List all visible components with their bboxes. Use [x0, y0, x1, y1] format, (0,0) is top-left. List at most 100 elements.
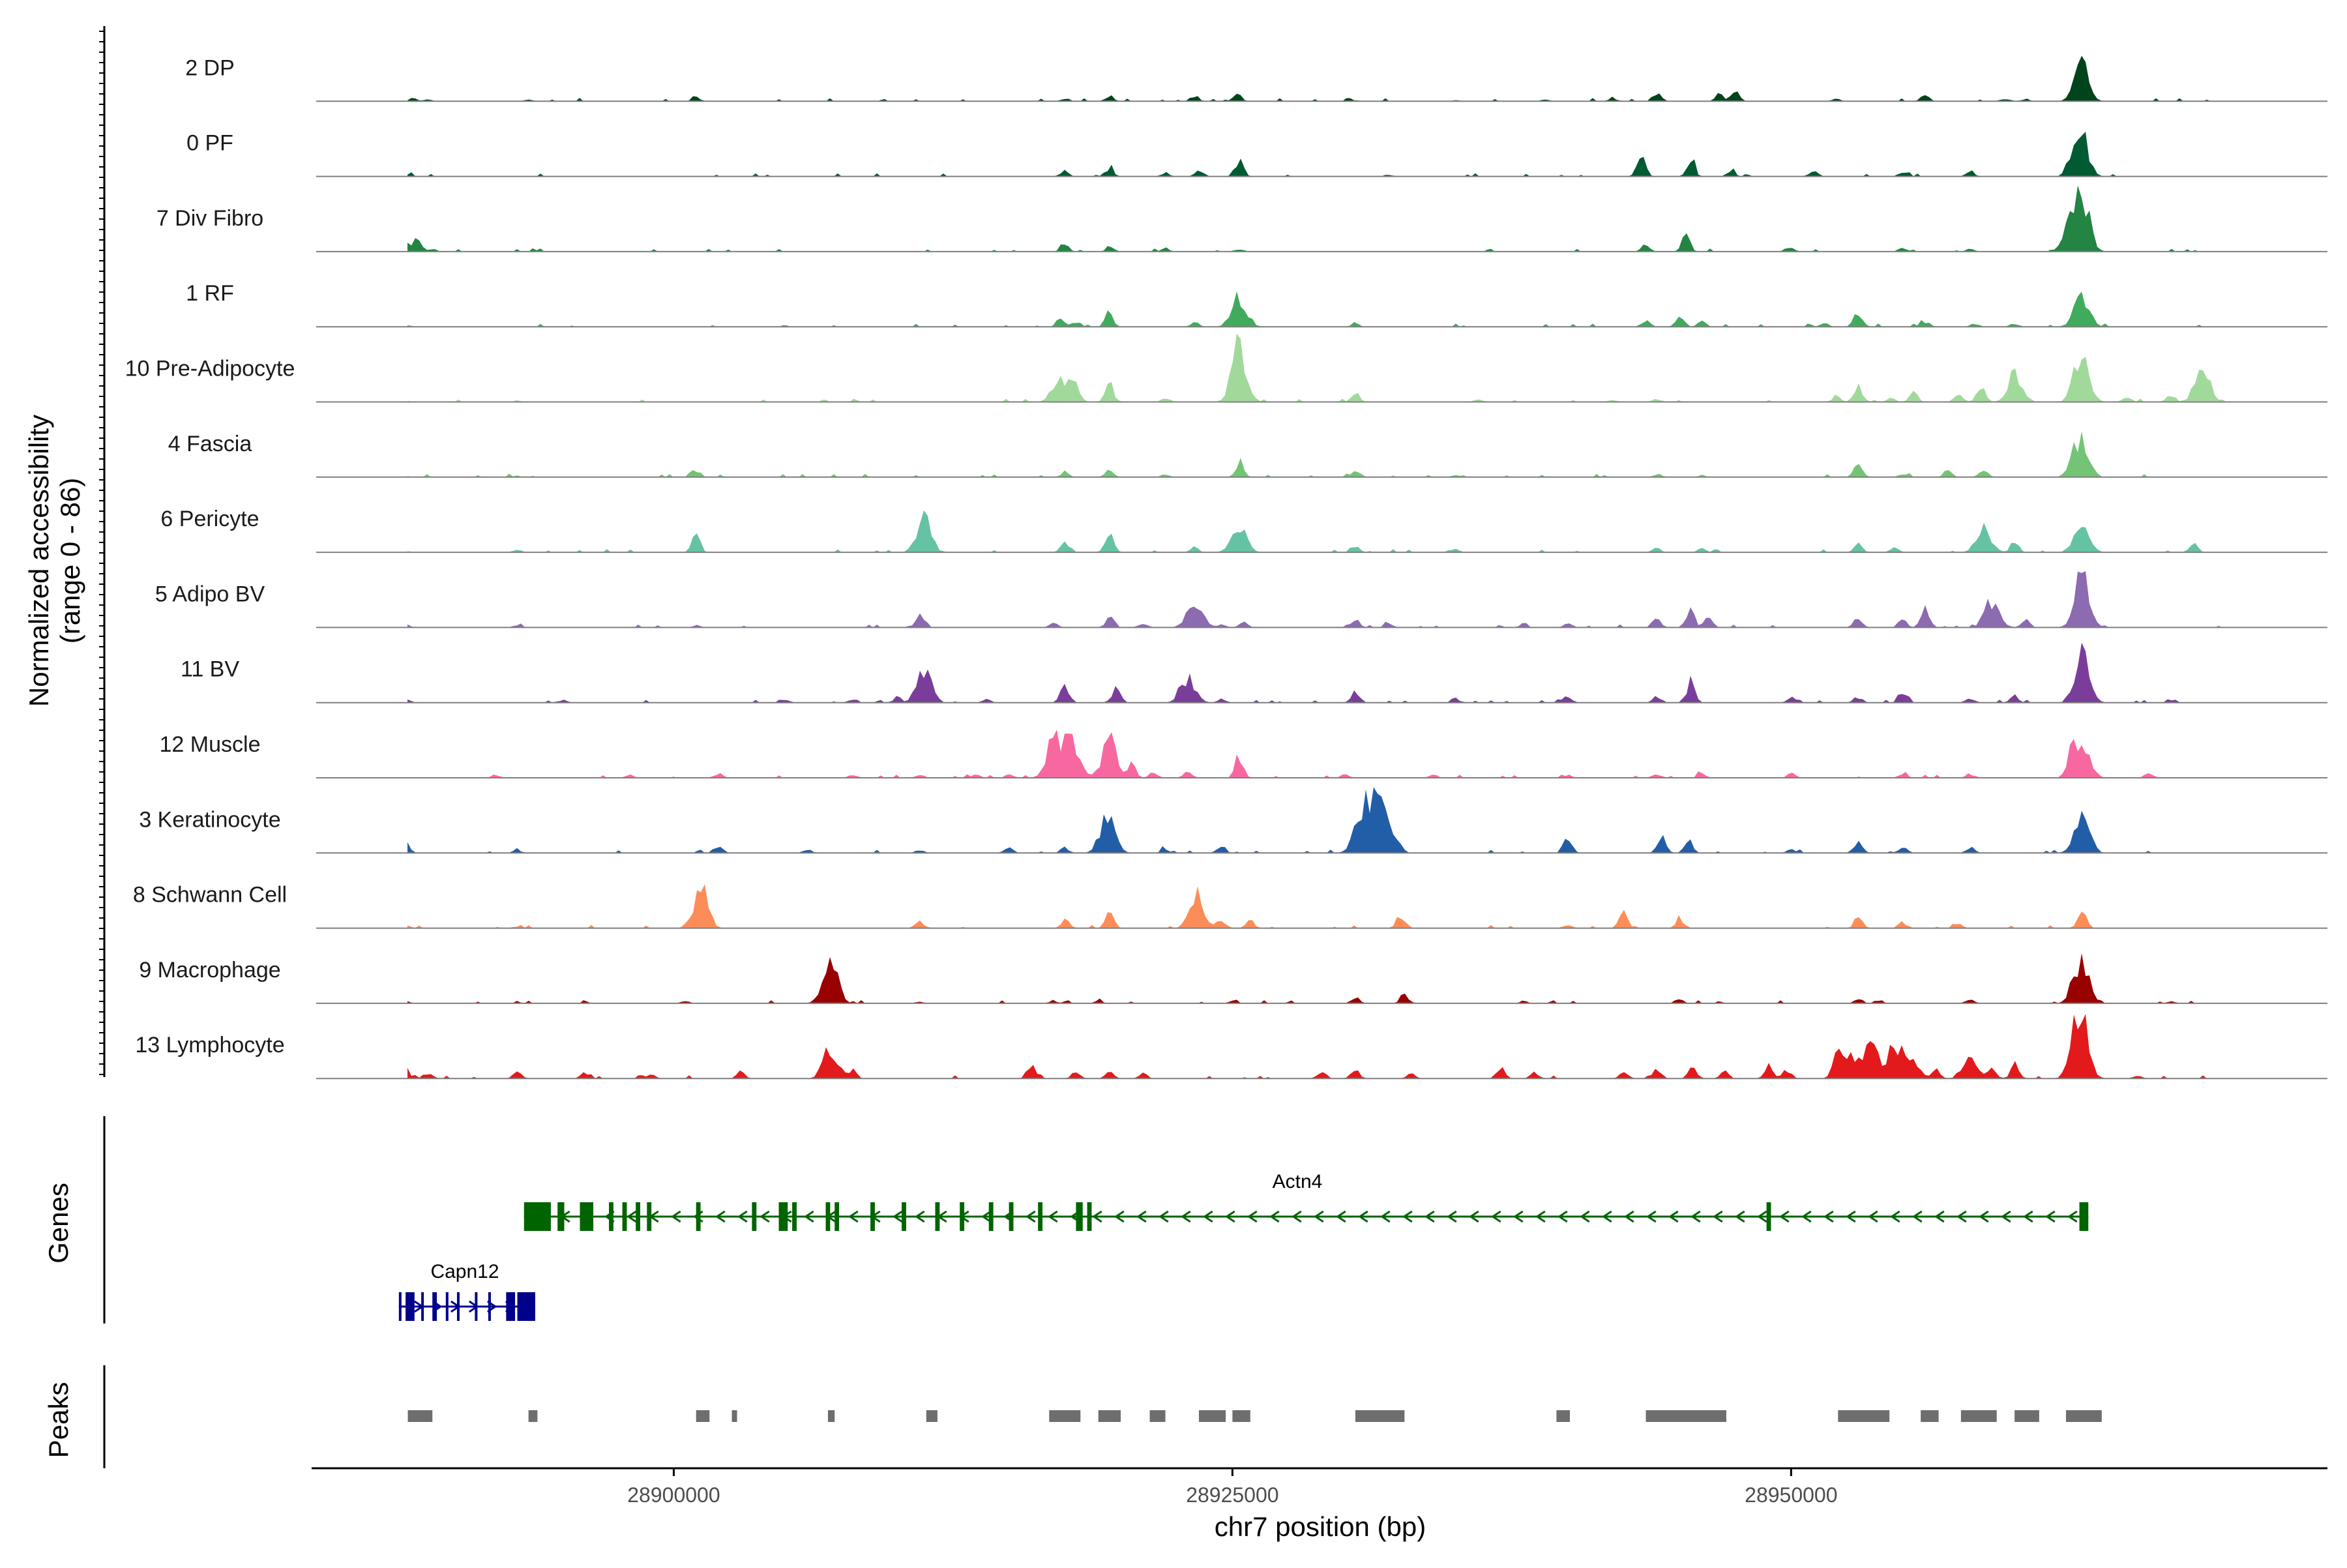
- gene-exon: [609, 1202, 613, 1231]
- peak-region: [1198, 1410, 1226, 1422]
- gene-exon: [445, 1292, 449, 1321]
- peak-region: [1960, 1410, 1997, 1422]
- peak-region: [528, 1410, 538, 1422]
- strand-arrow: [715, 1210, 726, 1223]
- peak-region: [1838, 1410, 1890, 1422]
- gene-exon: [792, 1202, 797, 1231]
- strand-arrow: [1846, 1210, 1856, 1223]
- track-label: 7 Div Fibro: [156, 206, 263, 231]
- peaks-panel-label: Peaks: [43, 1382, 74, 1458]
- strand-arrow: [1668, 1210, 1679, 1223]
- strand-arrow: [1314, 1210, 1324, 1223]
- strand-arrow: [1912, 1210, 1923, 1223]
- strand-arrow: [848, 1210, 859, 1223]
- peak-region: [2015, 1410, 2039, 1422]
- track-4-fascia: 4 Fascia: [168, 431, 2327, 478]
- track-label: 0 PF: [186, 131, 233, 156]
- strand-arrow: [2067, 1210, 2078, 1223]
- x-axis: 28900000 28925000 28950000: [312, 1467, 2327, 1507]
- strand-arrow: [1602, 1210, 1612, 1223]
- peak-region: [731, 1410, 737, 1422]
- strand-arrow: [1580, 1210, 1590, 1223]
- track-label: 3 Keratinocyte: [139, 807, 280, 832]
- gene-exon: [622, 1202, 627, 1231]
- strand-arrow: [1557, 1210, 1568, 1223]
- strand-arrow: [1934, 1210, 1945, 1223]
- strand-arrow: [1358, 1210, 1368, 1223]
- track-11-bv: 11 BV: [181, 642, 2327, 703]
- gene-exon: [1076, 1202, 1083, 1231]
- gene-exon: [456, 1292, 460, 1321]
- strand-arrow: [1247, 1210, 1258, 1223]
- gene-exon: [834, 1202, 840, 1231]
- gene-exon: [524, 1202, 551, 1231]
- peak-region: [926, 1410, 937, 1422]
- gene-name-label: Capn12: [430, 1261, 499, 1282]
- gene-exon: [406, 1292, 415, 1321]
- gene-exon: [421, 1292, 424, 1321]
- strand-arrow: [1336, 1210, 1346, 1223]
- gene-exon: [1009, 1202, 1014, 1231]
- x-axis-title: chr7 position (bp): [1215, 1511, 1426, 1542]
- gene-exon: [636, 1202, 641, 1231]
- strand-arrow: [1092, 1210, 1102, 1223]
- strand-arrow: [1424, 1210, 1435, 1223]
- peak-region: [1921, 1410, 1939, 1422]
- peak-region: [827, 1410, 835, 1422]
- strand-arrow: [1868, 1210, 1878, 1223]
- strand-arrow: [1380, 1210, 1391, 1223]
- strand-arrow: [2001, 1210, 2011, 1223]
- gene-exon: [432, 1292, 437, 1321]
- gene-exon: [647, 1202, 652, 1231]
- peaks-panel: [103, 1365, 2102, 1468]
- track-9-macrophage: 9 Macrophage: [139, 953, 2327, 1004]
- gene-exon: [517, 1292, 535, 1321]
- y-axis-range: (range 0 - 86): [55, 478, 85, 643]
- strand-arrow: [981, 1210, 992, 1223]
- strand-arrow: [1181, 1210, 1191, 1223]
- strand-arrow: [1469, 1210, 1479, 1223]
- gene-exon: [1087, 1202, 1092, 1231]
- peak-region: [1355, 1410, 1405, 1422]
- track-12-muscle: 12 Muscle: [160, 730, 2327, 778]
- gene-exon: [1038, 1202, 1043, 1231]
- coverage-tracks: 2 DP 0 PF 7 Div Fibro 1 RF 10 Pre-Adipocyte 4…: [125, 55, 2327, 1080]
- gene-exon: [488, 1292, 491, 1321]
- track-label: 12 Muscle: [160, 732, 261, 757]
- track-7-div-fibro: 7 Div Fibro: [156, 185, 2327, 252]
- strand-arrow: [1159, 1210, 1169, 1223]
- strand-arrow: [1203, 1210, 1213, 1223]
- track-5-adipo-bv: 5 Adipo BV: [155, 571, 2327, 629]
- strand-arrow: [1513, 1210, 1524, 1223]
- track-label: 4 Fascia: [168, 432, 252, 456]
- strand-arrow: [1690, 1210, 1701, 1223]
- gene-exon: [960, 1202, 965, 1231]
- genes-panel: Actn4 Capn12: [103, 1116, 2089, 1324]
- track-label: 11 BV: [181, 657, 239, 682]
- gene-exon: [2079, 1202, 2089, 1231]
- gene-name-label: Actn4: [1273, 1171, 1323, 1192]
- strand-arrow: [1491, 1210, 1501, 1223]
- peak-region: [696, 1410, 710, 1422]
- peak-region: [2065, 1410, 2102, 1422]
- track-3-keratinocyte: 3 Keratinocyte: [139, 787, 2327, 854]
- y-axis-title: Normalized accessibility: [23, 415, 54, 707]
- track-label: 13 Lymphocyte: [135, 1033, 284, 1058]
- gene-exon: [506, 1292, 516, 1321]
- gene-exon: [778, 1202, 788, 1231]
- track-label: 9 Macrophage: [139, 958, 280, 983]
- gene-exon: [696, 1202, 701, 1231]
- gene-exon: [902, 1202, 906, 1231]
- track-13-lymphocyte: 13 Lymphocyte: [135, 1014, 2327, 1080]
- strand-arrow: [2023, 1210, 2033, 1223]
- strand-arrow: [1956, 1210, 1967, 1223]
- strand-arrow: [1757, 1210, 1767, 1223]
- strand-arrow: [1136, 1210, 1147, 1223]
- track-label: 1 RF: [186, 281, 234, 306]
- peak-region: [1098, 1410, 1121, 1422]
- x-tick-label: 28900000: [627, 1483, 720, 1507]
- track-1-rf: 1 RF: [186, 281, 2327, 328]
